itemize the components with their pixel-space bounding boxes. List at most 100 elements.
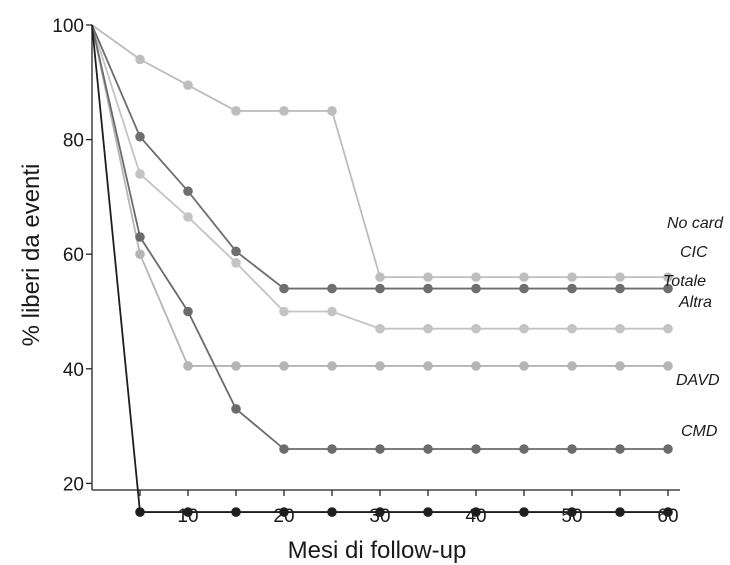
data-point: [231, 257, 241, 268]
series-label: DAVD: [676, 372, 720, 389]
series-label: CMD: [681, 423, 718, 440]
data-point: [279, 361, 289, 371]
series-line: [91, 24, 668, 450]
data-point: [471, 283, 481, 294]
series-cmd: [91, 24, 673, 517]
data-point: [471, 507, 481, 517]
y-tick-label: 40: [63, 360, 84, 381]
series-line: [91, 24, 668, 513]
y-tick-label: 80: [63, 131, 84, 152]
data-point: [375, 323, 385, 334]
labels-layer: No card CIC Totale Altra DAVD CMD: [663, 215, 724, 440]
data-point: [375, 283, 385, 294]
data-point: [327, 283, 337, 294]
data-point: [279, 507, 289, 517]
data-point: [663, 361, 673, 371]
data-point: [663, 283, 673, 294]
data-point: [327, 444, 337, 454]
data-point: [327, 106, 337, 116]
y-tick-label: 60: [63, 245, 84, 266]
data-point: [519, 272, 529, 282]
data-point: [567, 507, 577, 517]
series-altra: [91, 24, 673, 371]
data-point: [375, 507, 385, 517]
series-line: [91, 24, 668, 279]
data-point: [279, 283, 289, 294]
data-point: [231, 361, 241, 371]
series-layer: [91, 24, 673, 517]
data-point: [279, 106, 289, 116]
data-point: [135, 131, 145, 142]
data-point: [183, 80, 193, 90]
data-point: [519, 444, 529, 454]
data-point: [615, 272, 625, 282]
data-point: [375, 361, 385, 371]
data-point: [519, 323, 529, 334]
y-tick-label: 100: [52, 16, 84, 37]
data-point: [471, 444, 481, 454]
data-point: [375, 272, 385, 282]
data-point: [183, 361, 193, 371]
data-point: [423, 361, 433, 371]
data-point: [327, 361, 337, 371]
data-point: [183, 186, 193, 196]
data-point: [471, 323, 481, 334]
data-point: [615, 323, 625, 334]
data-point: [663, 323, 673, 334]
data-point: [471, 361, 481, 371]
data-point: [663, 507, 673, 517]
data-point: [375, 444, 385, 454]
data-point: [615, 283, 625, 294]
data-point: [423, 272, 433, 282]
data-point: [135, 54, 145, 65]
data-point: [135, 249, 145, 259]
series-label: Totale: [663, 273, 706, 290]
series-label: Altra: [678, 294, 712, 311]
data-point: [135, 232, 145, 242]
data-point: [519, 283, 529, 294]
data-point: [231, 404, 241, 414]
data-point: [327, 306, 337, 317]
series-label: No card: [667, 215, 724, 232]
data-point: [135, 169, 145, 179]
y-tick-label: 20: [63, 474, 84, 495]
series-cic: [91, 24, 673, 294]
data-point: [423, 323, 433, 334]
data-point: [231, 507, 241, 517]
data-point: [423, 507, 433, 517]
data-point: [183, 507, 193, 517]
data-point: [231, 106, 241, 116]
data-point: [567, 283, 577, 294]
data-point: [279, 306, 289, 317]
data-point: [615, 507, 625, 517]
data-point: [279, 444, 289, 454]
series-label: CIC: [680, 244, 708, 261]
series-totale: [91, 24, 673, 334]
data-point: [519, 507, 529, 517]
series-line: [91, 24, 668, 367]
data-point: [615, 444, 625, 454]
data-point: [471, 272, 481, 282]
data-point: [231, 246, 241, 257]
series-davd: [91, 24, 673, 454]
data-point: [663, 444, 673, 454]
data-point: [423, 283, 433, 294]
data-point: [615, 361, 625, 371]
data-point: [423, 444, 433, 454]
data-point: [519, 361, 529, 371]
data-point: [327, 507, 337, 517]
data-point: [183, 212, 193, 222]
series-line: [91, 24, 668, 330]
data-point: [183, 306, 193, 317]
series-line: [91, 24, 668, 290]
data-point: [135, 507, 145, 517]
x-axis-title: Mesi di follow-up: [288, 537, 467, 564]
data-point: [663, 272, 673, 282]
series-no-card: [91, 24, 673, 282]
data-point: [567, 361, 577, 371]
data-point: [567, 444, 577, 454]
y-axis-title: % liberi da eventi: [18, 164, 45, 347]
axes: 20406080100102030405060: [52, 16, 680, 527]
data-point: [567, 272, 577, 282]
